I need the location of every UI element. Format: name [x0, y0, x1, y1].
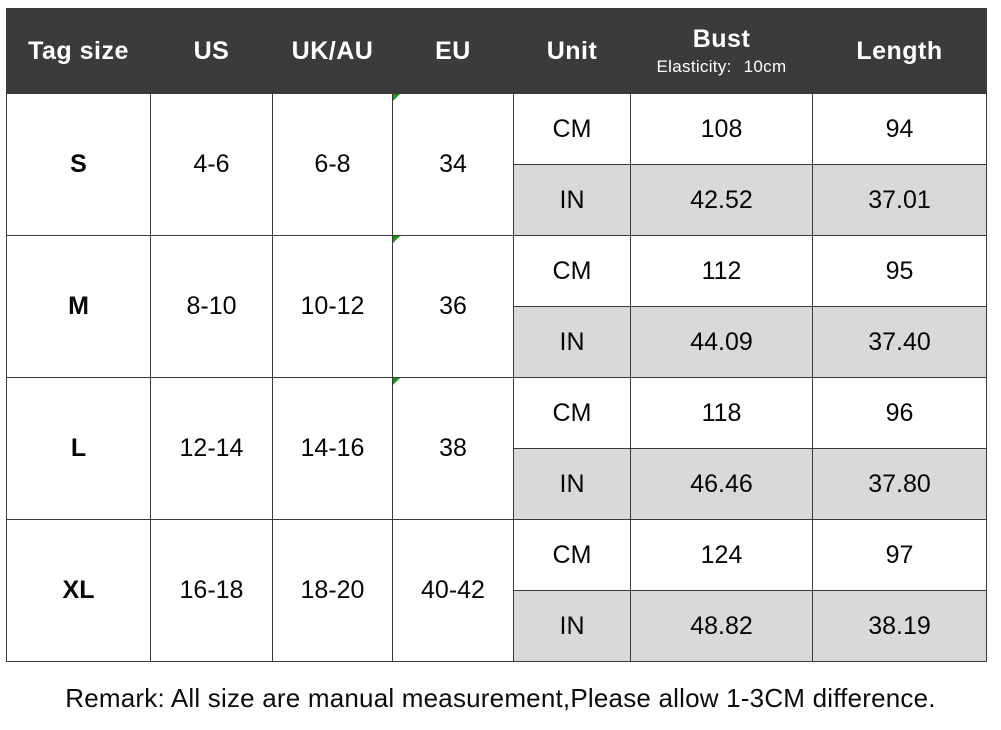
bust-cm-cell: 118 — [630, 377, 813, 449]
tag-size-cell: L — [6, 377, 151, 520]
remark-text: Remark: All size are manual measurement,… — [65, 683, 936, 713]
eu-size-value: 34 — [439, 150, 467, 178]
uk-au-size-cell: 6-8 — [272, 93, 393, 236]
table-row-m-cm: M 8-10 10-12 36 CM 112 95 — [6, 235, 987, 378]
bust-cm-cell: 108 — [630, 93, 813, 165]
uk-au-size-cell: 14-16 — [272, 377, 393, 520]
table-row-xl-cm: XL 16-18 18-20 40-42 CM 124 97 — [6, 519, 987, 662]
bust-elasticity-subtitle: Elasticity: 10cm — [656, 57, 787, 76]
us-size-cell: 12-14 — [150, 377, 273, 520]
length-cm-cell: 97 — [812, 519, 987, 591]
length-cm-cell: 96 — [812, 377, 987, 449]
excel-flag-icon — [393, 378, 400, 385]
bust-cm-cell: 112 — [630, 235, 813, 307]
size-chart-table: Tag size US UK/AU EU Unit Bust Elasticit… — [6, 8, 987, 662]
length-cm-cell: 95 — [812, 235, 987, 307]
length-in-cell: 37.01 — [812, 164, 987, 236]
length-in-cell: 37.40 — [812, 306, 987, 378]
unit-in-cell: IN — [513, 448, 631, 520]
header-cell-us: US — [150, 8, 273, 94]
header-row: Tag size US UK/AU EU Unit Bust Elasticit… — [6, 8, 987, 94]
bust-in-cell: 46.46 — [630, 448, 813, 520]
bust-in-cell: 48.82 — [630, 590, 813, 662]
eu-size-cell: 36 — [392, 235, 514, 378]
table-row-xl-in: IN 48.82 38.19 — [7, 590, 987, 662]
eu-size-cell: 40-42 — [392, 519, 514, 662]
table-row-m-in: IN 44.09 37.40 — [7, 306, 987, 378]
table-header: Tag size US UK/AU EU Unit Bust Elasticit… — [6, 8, 987, 94]
table-body: S 4-6 6-8 34 CM 108 94 IN 42.52 37.01 M … — [6, 93, 987, 662]
eu-size-cell: 34 — [392, 93, 514, 236]
bust-label: Bust — [692, 25, 751, 53]
bust-in-cell: 42.52 — [630, 164, 813, 236]
header-cell-unit: Unit — [513, 8, 631, 94]
uk-au-size-cell: 10-12 — [272, 235, 393, 378]
header-cell-eu: EU — [392, 8, 514, 94]
tag-size-cell: XL — [6, 519, 151, 662]
unit-in-cell: IN — [513, 164, 631, 236]
excel-flag-icon — [393, 94, 400, 101]
unit-cm-cell: CM — [513, 93, 631, 165]
unit-in-cell: IN — [513, 590, 631, 662]
excel-flag-icon — [393, 236, 400, 243]
table-row-s-cm: S 4-6 6-8 34 CM 108 94 — [6, 93, 987, 236]
unit-cm-cell: CM — [513, 235, 631, 307]
table-row-l-cm: L 12-14 14-16 38 CM 118 96 — [6, 377, 987, 520]
table-row-s-in: IN 42.52 37.01 — [7, 164, 987, 236]
eu-size-value: 38 — [439, 434, 467, 462]
eu-size-value: 40-42 — [421, 576, 485, 604]
us-size-cell: 16-18 — [150, 519, 273, 662]
table-row-l-in: IN 46.46 37.80 — [7, 448, 987, 520]
eu-size-cell: 38 — [392, 377, 514, 520]
bust-cm-cell: 124 — [630, 519, 813, 591]
header-cell-uk-au: UK/AU — [272, 8, 393, 94]
us-size-cell: 8-10 — [150, 235, 273, 378]
unit-cm-cell: CM — [513, 377, 631, 449]
tag-size-cell: M — [6, 235, 151, 378]
unit-in-cell: IN — [513, 306, 631, 378]
unit-cm-cell: CM — [513, 519, 631, 591]
eu-size-value: 36 — [439, 292, 467, 320]
header-cell-length: Length — [812, 8, 987, 94]
us-size-cell: 4-6 — [150, 93, 273, 236]
header-cell-tag-size: Tag size — [6, 8, 151, 94]
bust-in-cell: 44.09 — [630, 306, 813, 378]
length-cm-cell: 94 — [812, 93, 987, 165]
header-cell-bust: Bust Elasticity: 10cm — [630, 8, 813, 94]
tag-size-cell: S — [6, 93, 151, 236]
uk-au-size-cell: 18-20 — [272, 519, 393, 662]
length-in-cell: 38.19 — [812, 590, 987, 662]
length-in-cell: 37.80 — [812, 448, 987, 520]
